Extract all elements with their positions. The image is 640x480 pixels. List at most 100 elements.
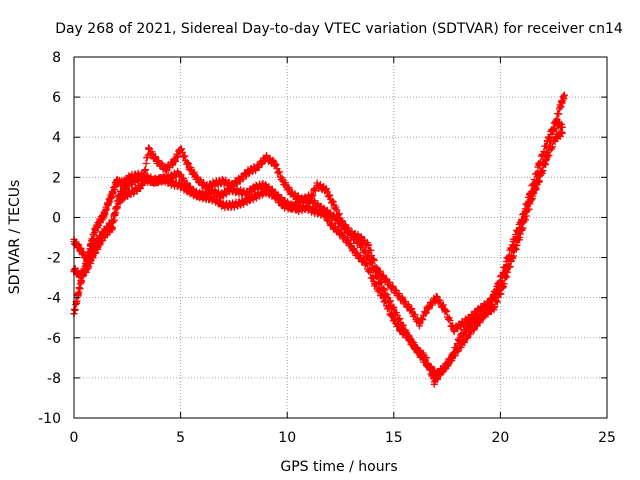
y-tick-label: -6 <box>47 331 61 347</box>
data-point <box>364 242 372 250</box>
data-point <box>102 229 110 237</box>
data-point <box>449 326 457 334</box>
data-point <box>456 334 464 342</box>
data-point <box>302 203 310 211</box>
data-point <box>100 211 108 219</box>
x-tick-label: 0 <box>70 430 79 446</box>
data-point <box>379 294 387 302</box>
data-point <box>398 296 406 304</box>
data-point <box>464 322 472 330</box>
data-point <box>243 189 251 197</box>
data-point <box>83 266 91 274</box>
data-point <box>415 320 423 328</box>
data-point <box>556 103 564 111</box>
data-point <box>209 187 217 195</box>
data-point <box>268 187 276 195</box>
data-point <box>484 300 492 308</box>
y-tick-label: -10 <box>38 411 61 427</box>
data-point <box>499 284 507 292</box>
data-point <box>339 219 347 227</box>
data-point <box>194 175 202 183</box>
data-point <box>422 354 430 362</box>
y-tick-label: -2 <box>47 251 61 267</box>
data-point <box>381 276 389 284</box>
data-point <box>294 205 302 213</box>
data-point <box>354 252 362 260</box>
y-tick-label: 6 <box>52 90 61 106</box>
data-point <box>219 201 227 209</box>
data-point <box>228 201 236 209</box>
data-point <box>245 167 253 175</box>
data-point <box>108 189 116 197</box>
data-point <box>347 229 355 237</box>
y-tick-label: 4 <box>52 130 61 146</box>
data-point <box>200 191 208 199</box>
x-tick-label: 15 <box>385 430 403 446</box>
data-point <box>552 133 560 141</box>
data-point <box>234 187 242 195</box>
data-point <box>162 165 170 173</box>
data-point <box>458 320 466 328</box>
data-point <box>287 189 295 197</box>
x-axis-label: GPS time / hours <box>280 459 397 475</box>
data-point <box>253 191 261 199</box>
data-point <box>260 181 268 189</box>
data-point <box>311 207 319 215</box>
data-point <box>211 195 219 203</box>
data-point <box>170 157 178 165</box>
data-point <box>192 189 200 197</box>
x-tick-label: 10 <box>278 430 296 446</box>
data-point <box>313 181 321 189</box>
data-point <box>481 310 489 318</box>
data-point <box>447 354 455 362</box>
data-point <box>541 155 549 163</box>
data-point <box>507 258 515 266</box>
chart-title: Day 268 of 2021, Sidereal Day-to-day VTE… <box>55 21 623 37</box>
data-point <box>390 286 398 294</box>
data-point <box>356 234 364 241</box>
data-point <box>373 266 381 274</box>
data-point <box>362 260 370 268</box>
data-point <box>371 280 379 288</box>
data-point <box>390 306 398 314</box>
data-point <box>262 153 270 161</box>
data-point <box>174 169 182 177</box>
data-point <box>322 185 330 193</box>
data-point <box>490 304 498 312</box>
data-point <box>185 163 193 171</box>
data-point <box>115 191 123 199</box>
data-point <box>108 223 116 231</box>
data-point <box>226 185 234 193</box>
data-point <box>424 304 432 312</box>
data-point <box>149 177 157 185</box>
y-tick-label: -8 <box>47 371 61 387</box>
data-point <box>407 306 415 314</box>
data-point <box>550 125 558 133</box>
y-tick-label: 2 <box>52 170 61 186</box>
data-point <box>319 209 327 217</box>
grid-lines <box>74 57 607 418</box>
y-axis-label: SDTVAR / TECUs <box>7 180 23 295</box>
axis-ticks: 0 5 10 15 20 25 -10 -8 -6 -4 -2 0 2 4 6 8 <box>38 50 616 446</box>
data-point <box>328 221 336 229</box>
data-point <box>219 177 227 185</box>
x-tick-label: 25 <box>598 430 616 446</box>
data-point <box>337 229 344 237</box>
data-point <box>277 195 285 203</box>
data-point <box>74 290 82 298</box>
data-point <box>296 195 304 203</box>
data-point <box>473 314 481 322</box>
data-point <box>439 366 447 374</box>
data-point <box>76 272 84 280</box>
data-point <box>130 187 138 195</box>
data-point <box>533 179 541 187</box>
data-point <box>330 201 338 209</box>
data-point <box>253 163 261 171</box>
data-point <box>432 294 440 302</box>
data-point <box>76 246 84 254</box>
data-point <box>145 145 153 153</box>
data-point <box>516 234 524 241</box>
data-point <box>140 175 148 183</box>
